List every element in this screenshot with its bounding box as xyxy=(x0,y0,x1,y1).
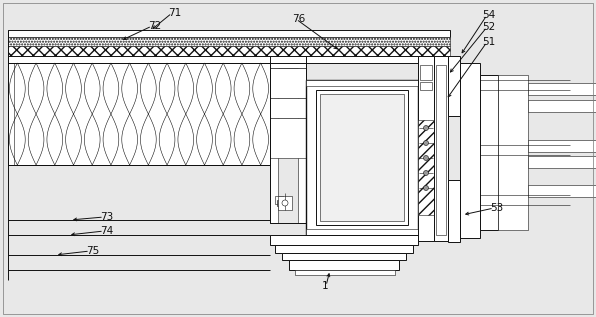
Circle shape xyxy=(282,200,288,206)
Bar xyxy=(528,140,596,152)
Bar xyxy=(316,90,408,225)
Bar xyxy=(270,63,306,223)
Text: 73: 73 xyxy=(100,212,113,222)
Bar xyxy=(418,56,434,241)
Text: 76: 76 xyxy=(292,14,305,24)
Polygon shape xyxy=(10,63,25,114)
Circle shape xyxy=(424,185,429,191)
Bar xyxy=(434,56,448,241)
Bar xyxy=(295,270,395,275)
Circle shape xyxy=(424,126,429,131)
Text: 54: 54 xyxy=(482,10,495,20)
Text: 75: 75 xyxy=(86,246,100,256)
Bar xyxy=(298,68,306,223)
Text: 52: 52 xyxy=(482,22,495,32)
Bar xyxy=(278,196,292,210)
Polygon shape xyxy=(159,114,175,165)
Polygon shape xyxy=(178,114,194,165)
Polygon shape xyxy=(253,63,268,114)
Bar xyxy=(8,56,450,63)
Bar xyxy=(8,37,450,46)
Bar xyxy=(498,75,528,230)
Text: 1: 1 xyxy=(322,281,328,291)
Bar xyxy=(8,30,450,37)
Circle shape xyxy=(424,171,429,176)
Polygon shape xyxy=(47,114,63,165)
Bar xyxy=(420,82,432,90)
Bar xyxy=(270,56,306,68)
Bar xyxy=(270,235,418,245)
Polygon shape xyxy=(197,114,212,165)
Bar xyxy=(270,118,306,158)
Polygon shape xyxy=(47,63,63,114)
Bar xyxy=(8,46,450,56)
Polygon shape xyxy=(103,114,119,165)
Text: 72: 72 xyxy=(148,21,162,31)
Bar xyxy=(270,98,306,118)
Polygon shape xyxy=(103,63,119,114)
Bar xyxy=(277,200,281,206)
Polygon shape xyxy=(85,114,100,165)
Polygon shape xyxy=(85,63,100,114)
Bar xyxy=(275,196,283,204)
Bar xyxy=(306,229,418,235)
Bar xyxy=(460,63,480,238)
Polygon shape xyxy=(66,114,81,165)
Text: 74: 74 xyxy=(100,226,113,236)
Polygon shape xyxy=(141,114,156,165)
Bar xyxy=(420,65,432,80)
Bar xyxy=(289,260,399,270)
Polygon shape xyxy=(141,63,156,114)
Bar xyxy=(270,68,278,223)
Bar xyxy=(282,253,406,260)
Polygon shape xyxy=(122,114,138,165)
Bar xyxy=(418,120,434,215)
Bar xyxy=(320,94,404,221)
Bar xyxy=(528,156,596,168)
Bar xyxy=(436,65,446,235)
Text: 51: 51 xyxy=(482,37,495,47)
Bar xyxy=(8,63,270,165)
Bar xyxy=(528,100,596,112)
Text: 53: 53 xyxy=(490,203,503,213)
Polygon shape xyxy=(215,63,231,114)
Polygon shape xyxy=(10,114,25,165)
Polygon shape xyxy=(28,63,44,114)
Polygon shape xyxy=(66,63,81,114)
Text: 71: 71 xyxy=(168,8,181,18)
Circle shape xyxy=(424,140,429,146)
Polygon shape xyxy=(122,63,138,114)
Bar xyxy=(480,75,498,230)
Bar xyxy=(306,80,418,86)
Polygon shape xyxy=(234,63,250,114)
Polygon shape xyxy=(178,63,194,114)
Bar xyxy=(528,83,596,95)
Polygon shape xyxy=(28,114,44,165)
Polygon shape xyxy=(503,95,528,180)
Polygon shape xyxy=(234,114,250,165)
Bar xyxy=(275,245,413,253)
Polygon shape xyxy=(215,114,231,165)
Polygon shape xyxy=(159,63,175,114)
Bar xyxy=(448,56,460,116)
Polygon shape xyxy=(197,63,212,114)
Bar xyxy=(306,80,418,235)
Bar xyxy=(8,63,270,165)
Bar xyxy=(528,185,596,197)
Bar xyxy=(270,68,306,98)
Polygon shape xyxy=(253,114,268,165)
Bar xyxy=(448,180,460,242)
Circle shape xyxy=(424,156,429,160)
